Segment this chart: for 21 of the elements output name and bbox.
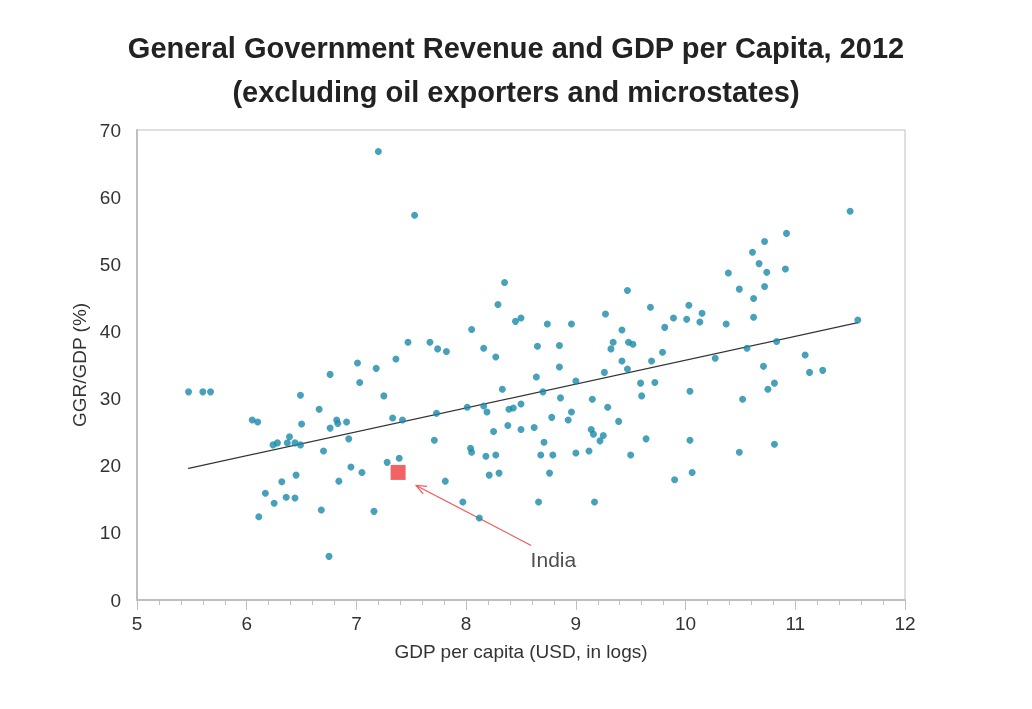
x-tick-label: 7 xyxy=(351,613,362,634)
x-tick-label: 8 xyxy=(460,613,472,634)
x-axis-title: GDP per capita (USD, in logs) xyxy=(394,641,648,662)
y-tick-label: 40 xyxy=(99,320,121,342)
chart-title: General Government Revenue and GDP per Capita, 2012 xyxy=(127,31,905,64)
y-tick-label: 0 xyxy=(110,589,121,611)
x-tick-label: 11 xyxy=(785,613,806,634)
y-tick-label: 10 xyxy=(99,522,121,544)
y-tick-label: 20 xyxy=(99,455,121,477)
x-tick-label: 9 xyxy=(570,613,582,634)
chart-subtitle: (excluding oil exporters and microstates) xyxy=(232,75,800,108)
x-tick-label: 10 xyxy=(675,613,697,634)
y-axis-title: GGR/GDP (%) xyxy=(68,302,90,428)
y-tick-label: 70 xyxy=(99,119,121,141)
y-tick-label: 50 xyxy=(99,253,121,275)
x-tick-label: 5 xyxy=(131,613,143,634)
y-tick-label: 30 xyxy=(99,388,121,410)
text: India xyxy=(530,547,577,571)
y-tick-label: 60 xyxy=(99,186,121,208)
x-tick-label: 12 xyxy=(894,613,916,634)
x-tick-label: 6 xyxy=(241,613,252,634)
